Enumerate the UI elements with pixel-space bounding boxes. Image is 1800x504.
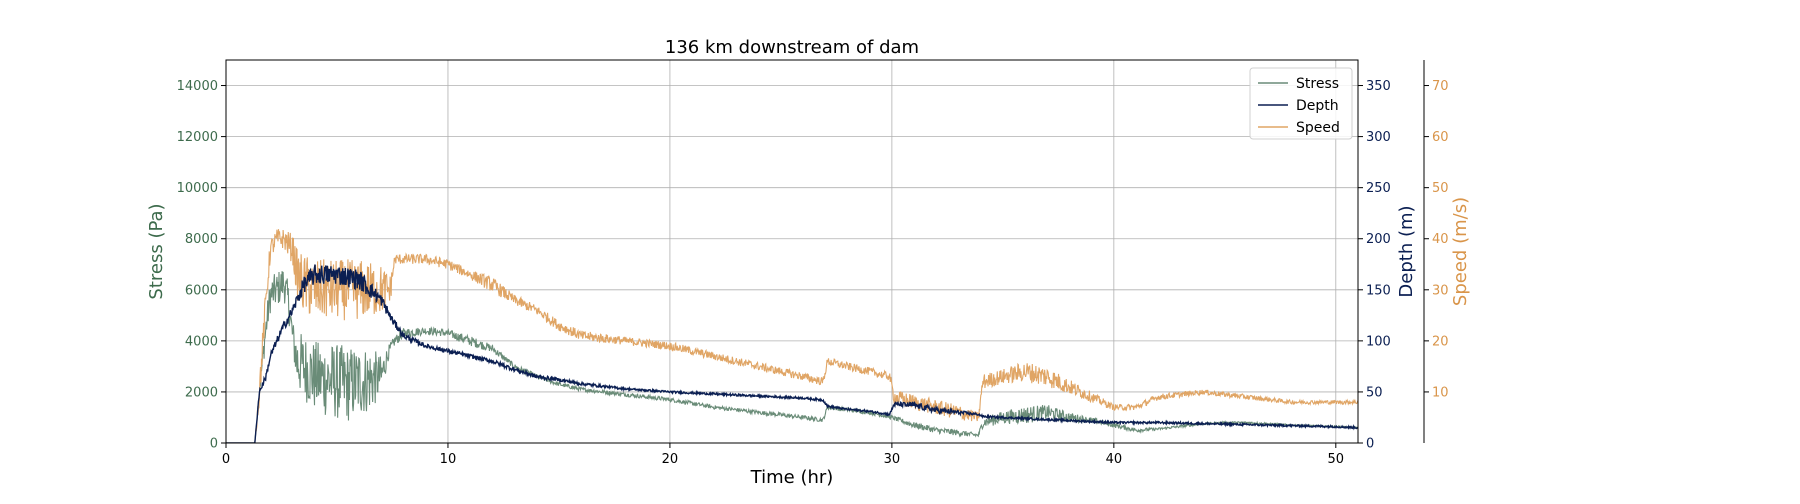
x-tick-label: 10 [440,452,457,467]
stress-tick-label: 4000 [185,334,218,349]
speed-tick-label: 30 [1432,283,1449,298]
depth-axis-label: Depth (m) [1396,205,1417,297]
chart-title: 136 km downstream of dam [665,37,919,58]
speed-tick-label: 20 [1432,334,1449,349]
speed-tick-label: 70 [1432,79,1449,94]
plot-frame [225,59,1359,444]
depth-tick-label: 300 [1366,130,1391,145]
depth-tick-label: 200 [1366,232,1391,247]
legend-label-depth: Depth [1296,98,1339,114]
depth-tick-label: 50 [1366,385,1383,400]
depth-tick-label: 250 [1366,181,1391,196]
depth-tick-label: 350 [1366,79,1391,94]
speed-axis-label: Speed (m/s) [1450,197,1471,306]
legend-box [1249,67,1353,140]
stress-tick-label: 2000 [185,385,218,400]
stress-tick-label: 12000 [177,130,218,145]
x-axis-label: Time (hr) [750,467,834,488]
stress-axis-label: Stress (Pa) [146,203,167,299]
x-tick-label: 40 [1106,452,1123,467]
depth-axis: 0 50 100 150 200 250 300 350 [1358,79,1391,452]
legend: Stress Depth Speed [1249,67,1353,140]
stress-tick-label: 14000 [177,79,218,94]
stress-tick-label: 0 [210,437,218,452]
speed-tick-label: 50 [1432,181,1449,196]
speed-tick-label: 40 [1432,232,1449,247]
x-tick-label: 50 [1328,452,1345,467]
series-line-stress [226,271,1358,443]
x-tick-label: 30 [884,452,901,467]
depth-tick-label: 0 [1366,437,1374,452]
stress-tick-label: 10000 [177,181,218,196]
stress-tick-label: 6000 [185,283,218,298]
speed-tick-label: 10 [1432,385,1449,400]
x-tick-label: 0 [222,452,230,467]
depth-tick-label: 100 [1366,334,1391,349]
x-tick-label: 20 [662,452,679,467]
grid-lines [225,60,1358,444]
series-line-depth [226,264,1358,443]
stress-axis: 0 2000 4000 6000 8000 10000 12000 14000 [177,79,226,452]
legend-label-stress: Stress [1296,76,1339,92]
plot-area [226,229,1358,443]
x-axis: 0 10 20 30 40 50 [222,443,1344,467]
series-line-speed [226,229,1358,443]
stress-tick-label: 8000 [185,232,218,247]
speed-axis: 10 20 30 40 50 60 70 [1423,60,1449,443]
depth-tick-label: 150 [1366,283,1391,298]
speed-tick-label: 60 [1432,130,1449,145]
legend-label-speed: Speed [1296,120,1340,136]
